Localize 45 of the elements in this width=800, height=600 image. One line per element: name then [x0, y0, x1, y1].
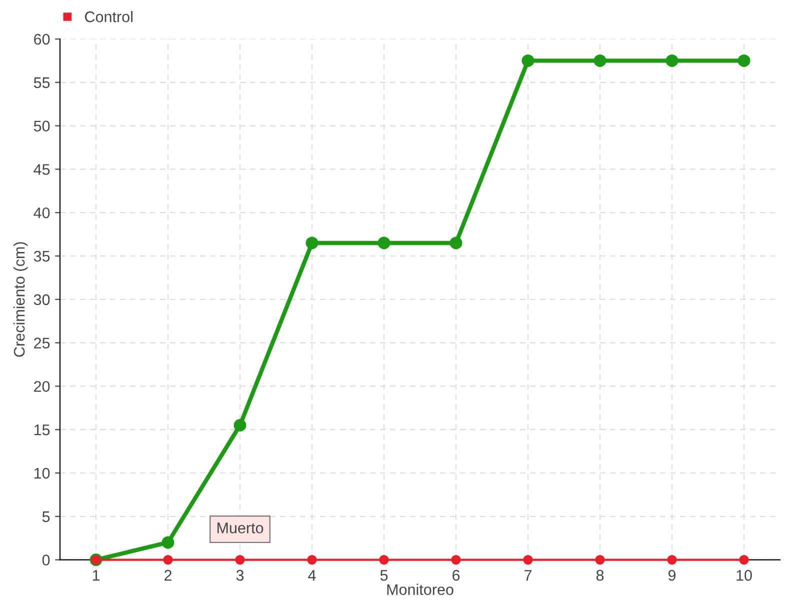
y-tick-label: 15: [34, 424, 50, 436]
x-tick-label: 4: [308, 570, 316, 581]
x-tick-label: 2: [164, 570, 172, 581]
y-tick-label: 55: [34, 77, 50, 88]
x-tick-label: 6: [452, 570, 460, 581]
point: [666, 54, 678, 67]
point: [451, 554, 461, 565]
x-tick-label: 9: [668, 570, 676, 581]
point: [307, 554, 317, 565]
y-tick-label: 45: [34, 164, 50, 175]
legend-label: Control: [85, 11, 132, 22]
point: [738, 54, 750, 67]
x-tick-label: 10: [736, 570, 752, 581]
y-tick-label: 0: [42, 554, 50, 566]
y-tick-label: 30: [34, 294, 50, 306]
point: [306, 236, 318, 250]
x-tick-label: 8: [596, 570, 604, 581]
y-tick-label: 5: [42, 511, 50, 522]
point: [379, 554, 389, 565]
x-tick-label: 3: [236, 570, 244, 581]
point: [739, 554, 749, 565]
y-tick-label: 60: [34, 34, 50, 45]
y-axis-title: Crecimiento (cm): [13, 242, 28, 357]
point: [450, 236, 462, 250]
y-tick-label: 10: [34, 468, 50, 479]
y-tick-label: 40: [34, 207, 50, 218]
x-tick-label: 7: [524, 570, 532, 581]
y-tick-label: 25: [34, 338, 50, 348]
point: [378, 236, 390, 250]
point: [162, 536, 174, 549]
y-tick-label: 50: [34, 120, 50, 132]
y-tick-label: 20: [34, 381, 50, 392]
point: [234, 419, 246, 432]
point: [523, 554, 533, 565]
y-tick-label: 35: [34, 250, 50, 262]
x-axis-title: Monitoreo: [387, 584, 454, 595]
x-tick-label: 1: [92, 570, 100, 581]
point: [163, 554, 173, 565]
annotation: Muerto: [217, 522, 264, 534]
point: [522, 54, 534, 67]
point: [594, 54, 606, 67]
point: [235, 554, 245, 565]
point: [667, 554, 677, 565]
point: [595, 554, 605, 565]
x-tick-label: 5: [380, 570, 388, 581]
